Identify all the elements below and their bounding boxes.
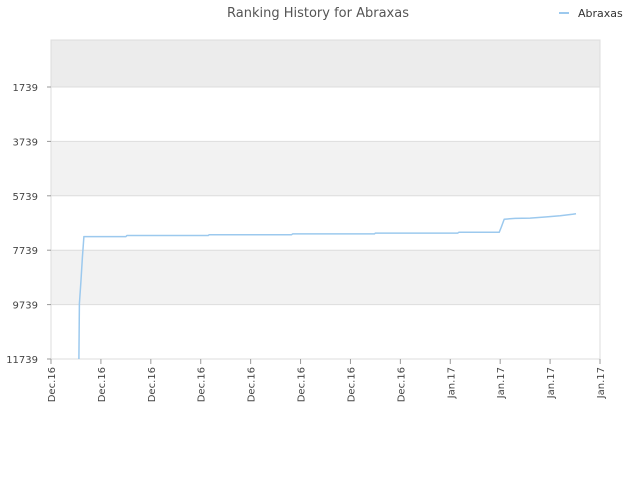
plot-band (51, 250, 600, 305)
y-tick-label: 7739 (13, 246, 38, 257)
y-tick-label: 11739 (6, 355, 38, 366)
x-tick-label: Jan.17 (596, 367, 607, 399)
plot-band (51, 87, 600, 142)
x-axis-ticks: Dec.16 Dec.16 Dec.16 Dec.16 Dec.16 Dec.16 Dec.… (47, 359, 607, 402)
plot-band (51, 304, 600, 359)
x-tick-label: Dec.16 (147, 367, 158, 402)
x-tick-label: Dec.16 (346, 367, 357, 402)
legend[interactable]: Abraxas (559, 7, 623, 20)
x-tick-label: Dec.16 (297, 367, 308, 402)
y-tick-label: 9739 (13, 301, 38, 312)
y-tick-label: 3739 (13, 137, 38, 148)
legend-label: Abraxas (578, 7, 623, 20)
x-tick-label: Dec.16 (97, 367, 108, 402)
x-tick-label: Dec.16 (396, 367, 407, 402)
x-tick-label: Jan.17 (546, 367, 557, 399)
x-tick-label: Jan.17 (446, 367, 457, 399)
plot-band (51, 141, 600, 196)
x-tick-label: Jan.17 (496, 367, 507, 399)
series-layer (78, 213, 577, 360)
plot-bands (50, 39, 601, 360)
x-tick-label: Dec.16 (247, 367, 258, 402)
x-tick-label: Dec.16 (197, 367, 208, 402)
plot-band (51, 195, 600, 251)
chart-title: Ranking History for Abraxas (227, 6, 409, 21)
series-line-abraxas (78, 213, 577, 360)
y-tick-label: 1739 (13, 83, 38, 94)
y-tick-label: 5739 (13, 192, 38, 203)
y-axis-ticks: 1739 3739 5739 7739 9739 11739 (6, 83, 600, 366)
plot-band (51, 40, 600, 87)
x-tick-label: Dec.16 (47, 367, 58, 402)
